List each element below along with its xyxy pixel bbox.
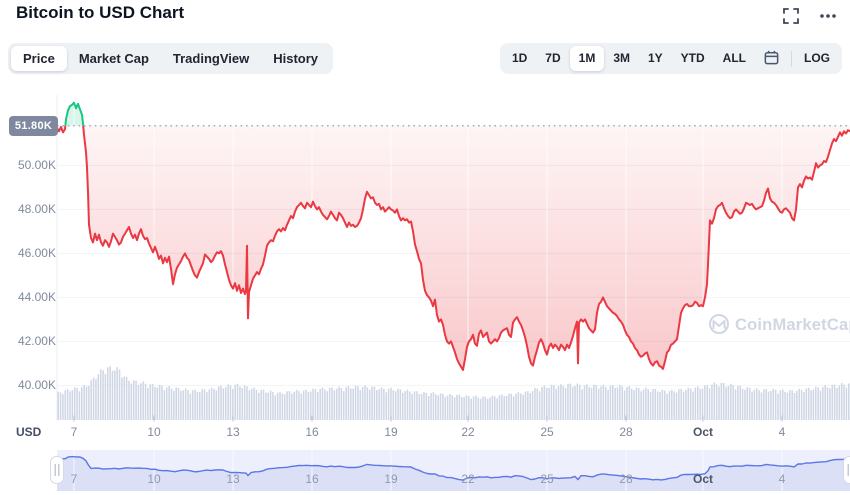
y-axis-tick-label: 42.00K <box>17 334 56 348</box>
divider <box>791 50 792 67</box>
y-axis-tick-label: 40.00K <box>17 378 56 392</box>
navigator-tick-label: 28 <box>619 472 633 486</box>
navigator-tick-label: 10 <box>147 472 161 486</box>
x-axis-tick-label: 28 <box>619 425 633 439</box>
coinmarketcap-watermark: CoinMarketCap <box>709 314 850 334</box>
range-log[interactable]: LOG <box>804 51 830 65</box>
range-all[interactable]: ALL <box>722 51 746 65</box>
tab-history[interactable]: History <box>273 51 319 66</box>
navigator-tick-label: 16 <box>305 472 319 486</box>
tab-price[interactable]: Price <box>11 46 67 71</box>
range-1d[interactable]: 1D <box>511 51 528 65</box>
y-axis-tick-label: 48.00K <box>17 202 56 216</box>
x-axis-tick-label: 16 <box>305 425 319 439</box>
y-axis-tick-label: 44.00K <box>17 290 56 304</box>
price-line-down <box>56 125 850 371</box>
coinmarketcap-logo-icon <box>709 314 729 334</box>
current-price-badge: 51.80K <box>9 116 58 136</box>
chart-toolbar: Price Market Cap TradingView History 1D 7D 1M… <box>8 43 842 74</box>
area-fill-below-baseline <box>57 125 850 370</box>
y-axis-tick-label: 46.00K <box>17 246 56 260</box>
header-actions <box>782 7 836 25</box>
navigator-tick-label: Oct <box>692 472 714 486</box>
navigator-tick-label: 4 <box>778 472 786 486</box>
volume-bars <box>57 366 850 420</box>
range-7d[interactable]: 7D <box>545 51 561 65</box>
x-axis-tick-label: 13 <box>226 425 240 439</box>
x-axis-tick-label: Oct <box>692 425 714 439</box>
navigator-tick-label: 25 <box>540 472 554 486</box>
x-axis-tick-label: 19 <box>384 425 398 439</box>
navigator-line <box>56 455 850 481</box>
x-axis-tick-label: 4 <box>778 425 786 439</box>
navigator[interactable] <box>50 450 850 491</box>
x-axis-tick-label: 7 <box>70 425 78 439</box>
x-axis-tick-label: 25 <box>540 425 554 439</box>
time-range-selector: 1D 7D 1M 3M 1Y YTD ALL LOG <box>499 43 842 74</box>
navigator-tick-label: 19 <box>384 472 398 486</box>
navigator-right-handle[interactable] <box>843 456 850 484</box>
chart-type-tabs: Price Market Cap TradingView History <box>8 43 334 74</box>
more-options-icon[interactable] <box>818 7 836 25</box>
fullscreen-icon[interactable] <box>782 7 800 25</box>
page-title: Bitcoin to USD Chart <box>16 3 185 22</box>
range-1y[interactable]: 1Y <box>647 51 663 65</box>
range-3m[interactable]: 3M <box>613 51 630 65</box>
navigator-tick-label: 13 <box>226 472 240 486</box>
range-ytd[interactable]: YTD <box>680 51 705 65</box>
tab-market-cap[interactable]: Market Cap <box>78 51 149 66</box>
x-axis-tick-label: 22 <box>461 425 475 439</box>
tab-tradingview[interactable]: TradingView <box>172 51 250 66</box>
x-axis-tick-label: 10 <box>147 425 161 439</box>
y-axis-tick-label: 50.00K <box>17 158 56 172</box>
navigator-tick-label: 7 <box>70 472 78 486</box>
navigator-tick-label: 22 <box>461 472 475 486</box>
range-1m[interactable]: 1M <box>569 46 605 71</box>
navigator-area-fill <box>57 456 850 491</box>
navigator-left-handle[interactable] <box>50 456 64 484</box>
currency-label: USD <box>16 425 42 439</box>
watermark-text: CoinMarketCap <box>735 316 850 334</box>
calendar-icon[interactable] <box>755 47 788 71</box>
